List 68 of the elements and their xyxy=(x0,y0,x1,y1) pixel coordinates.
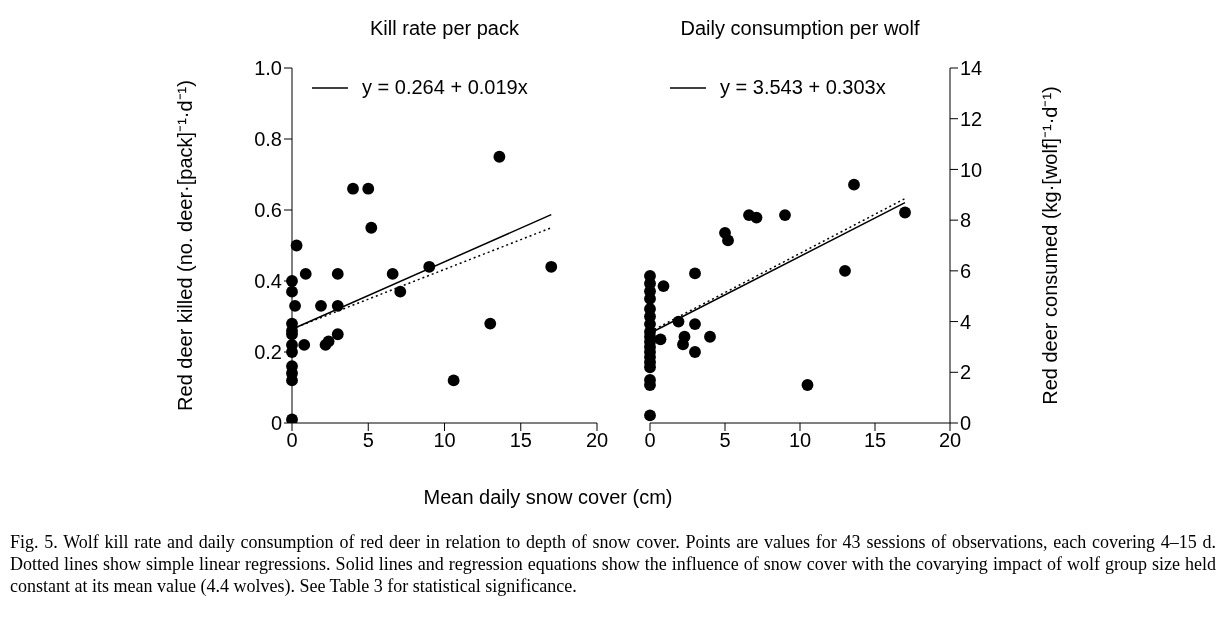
y-tick-label: 1.0 xyxy=(254,57,282,80)
x-tick-label: 5 xyxy=(719,429,731,452)
point xyxy=(423,260,436,273)
point xyxy=(689,346,701,358)
x-tick-label: 0 xyxy=(644,429,656,452)
point xyxy=(365,221,378,234)
point xyxy=(839,264,851,277)
point xyxy=(657,280,670,292)
y2-tick-label: 2 xyxy=(960,361,972,384)
point xyxy=(447,374,460,387)
point xyxy=(290,239,303,252)
point xyxy=(801,379,814,391)
point xyxy=(644,409,656,422)
x-tick-label: 20 xyxy=(938,429,962,452)
x-tick-label: 0 xyxy=(286,429,298,452)
point xyxy=(654,333,667,346)
x-tick-label: 5 xyxy=(362,429,374,452)
point xyxy=(362,182,375,195)
point xyxy=(286,275,298,287)
x-tick-label: 15 xyxy=(509,429,532,452)
y2-tick-label: 0 xyxy=(960,412,972,435)
point xyxy=(331,328,344,341)
y2-axis-title: Red deer consumed (kg·[wolf]⁻¹·d⁻¹) xyxy=(1039,86,1062,405)
y-tick-label: 0.2 xyxy=(254,341,282,364)
point xyxy=(289,299,301,312)
point xyxy=(689,318,701,331)
point xyxy=(484,317,497,330)
point xyxy=(704,330,716,343)
y2-tick-label: 14 xyxy=(960,57,983,80)
x-tick-label: 20 xyxy=(585,429,609,452)
x-tick-label: 10 xyxy=(433,429,456,452)
point xyxy=(722,234,734,247)
chart-title: Daily consumption per wolf xyxy=(679,15,921,41)
y-axis-title: Red deer killed (no. deer·[pack]⁻¹·d⁻¹) xyxy=(174,80,197,411)
x-tick-label: 10 xyxy=(788,429,812,452)
point xyxy=(672,315,685,328)
x-axis-title: Mean daily snow cover (cm) xyxy=(422,486,674,509)
point xyxy=(331,299,344,312)
point xyxy=(298,338,311,351)
point xyxy=(331,267,344,280)
y2-tick-label: 4 xyxy=(960,310,972,333)
y2-tick-label: 6 xyxy=(960,259,972,282)
point xyxy=(315,299,327,312)
y-tick-label: 0.6 xyxy=(254,199,282,222)
point xyxy=(286,285,298,298)
point xyxy=(779,209,791,221)
y-tick-label: 0.4 xyxy=(254,270,282,293)
point xyxy=(493,150,506,163)
point xyxy=(689,267,701,280)
y2-tick-label: 12 xyxy=(960,107,983,130)
point xyxy=(545,260,558,273)
x-tick-label: 15 xyxy=(863,429,887,452)
y-tick-label: 0 xyxy=(270,412,282,435)
point xyxy=(394,285,407,298)
point xyxy=(848,178,860,191)
point xyxy=(386,267,399,280)
point xyxy=(899,206,911,219)
point xyxy=(677,338,689,351)
y2-tick-label: 8 xyxy=(960,209,972,232)
y-tick-label: 0.8 xyxy=(254,128,282,151)
y2-tick-label: 10 xyxy=(960,158,983,181)
point xyxy=(299,267,312,280)
legend-label: y = 0.264 + 0.019x xyxy=(362,76,528,99)
point xyxy=(347,182,359,195)
point xyxy=(750,211,763,224)
chart-title: Kill rate per pack xyxy=(369,15,520,41)
legend-label: y = 3.543 + 0.303x xyxy=(720,76,886,99)
caption: Fig. 5. Wolf kill rate and daily consumption of red deer in relation to depth of snow cover. Points are values for 43 sessions of observations, each covering 4–15 d. Dotted lines show simple linear regressions. Solid lines and regression equations show the influence of snow cover with the covarying impact of wolf group size held constant at its mean value (4.4 wolves). See Table 3 for statistical significance. xyxy=(9,531,1217,597)
